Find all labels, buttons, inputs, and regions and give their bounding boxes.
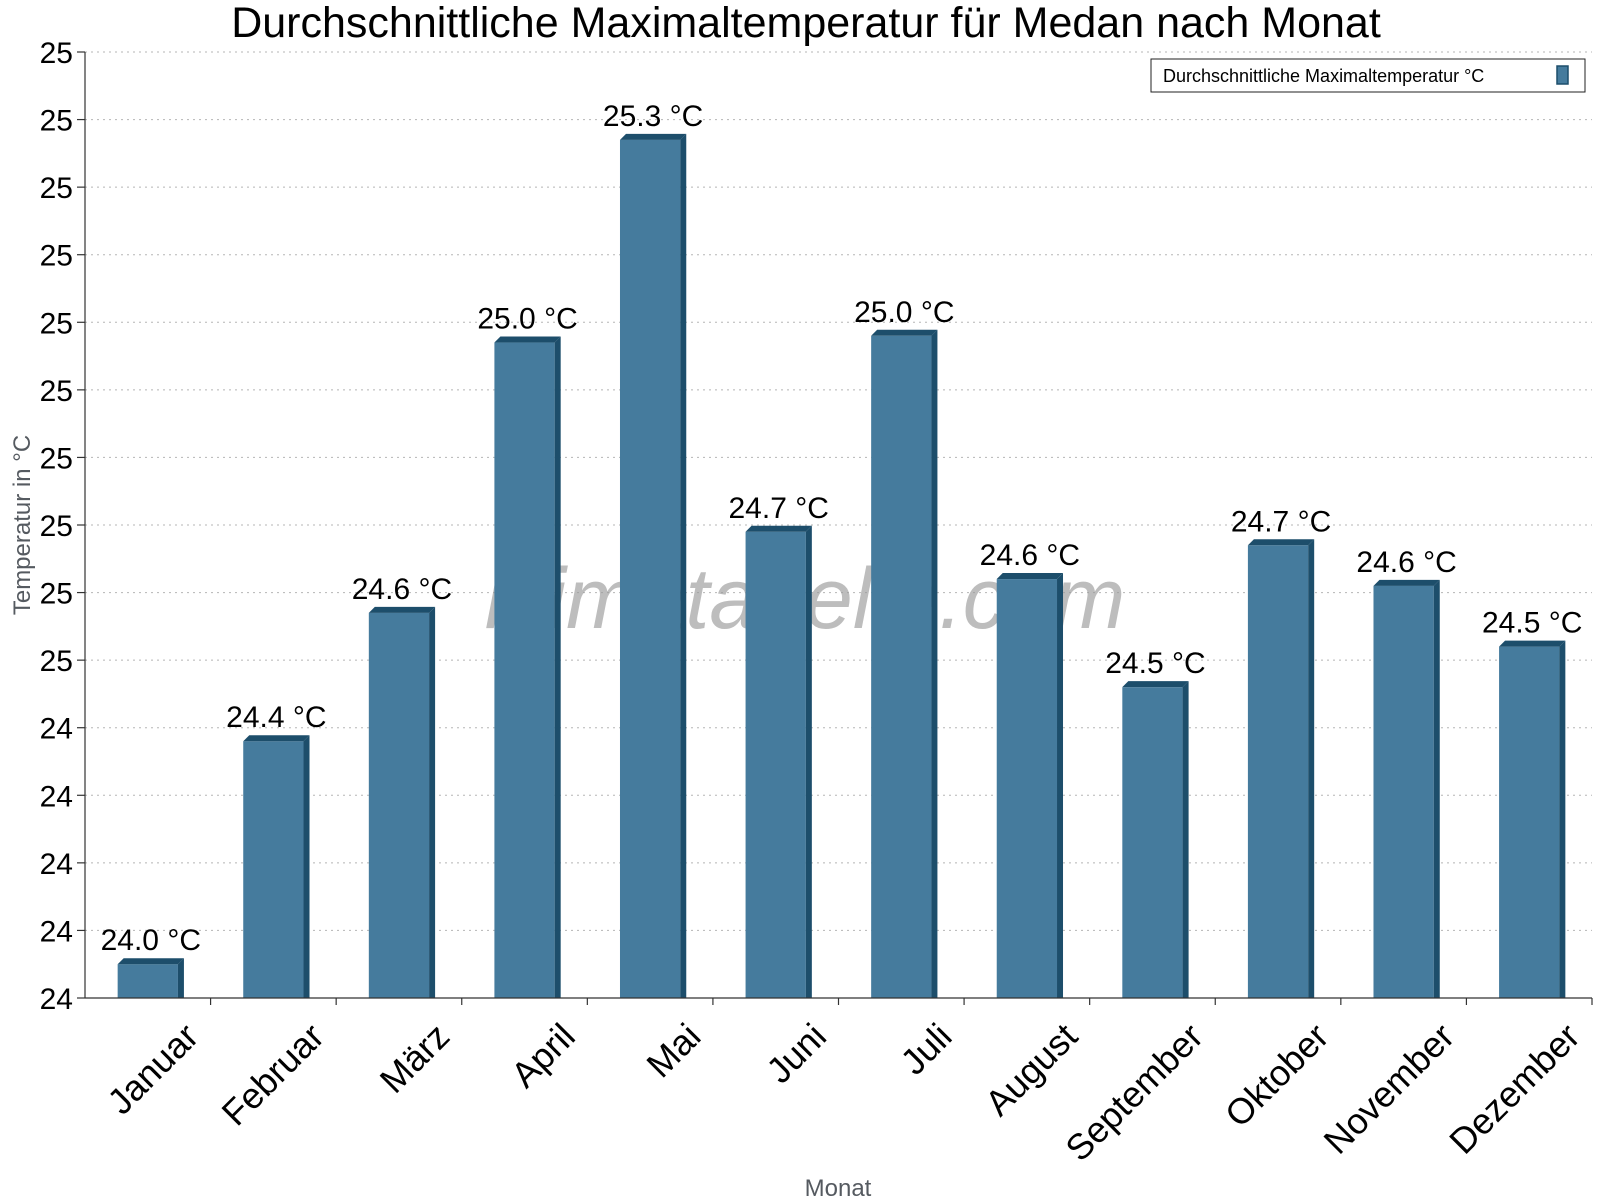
- bar-side: [1182, 681, 1189, 998]
- y-tick-label: 25: [40, 105, 73, 138]
- y-tick-label: 24: [40, 983, 73, 1016]
- bar-face: [745, 531, 806, 998]
- bar-face: [117, 964, 178, 998]
- y-tick-label: 24: [40, 848, 73, 881]
- bar: [368, 606, 436, 998]
- bar: [494, 336, 561, 998]
- data-label: 25.0 °C: [854, 296, 954, 329]
- bar-top: [368, 606, 436, 613]
- y-tick-label: 25: [40, 240, 73, 273]
- bar-side: [177, 958, 184, 998]
- x-tick-label: Oktober: [1217, 1015, 1337, 1135]
- bar-top: [996, 573, 1064, 580]
- bar-side: [805, 525, 812, 998]
- bar-side: [429, 606, 436, 998]
- x-axis-ticks: Januar Februar März April Mai Juni Juli AugustS…: [99, 998, 1593, 1169]
- grid-lines: [85, 51, 1592, 931]
- data-label: 24.7 °C: [1231, 505, 1331, 538]
- bar: [871, 329, 938, 998]
- y-tick-label: 25: [40, 578, 73, 611]
- bar-face: [243, 741, 304, 998]
- x-tick-label: Dezember: [1441, 1015, 1587, 1161]
- bar-face: [996, 579, 1058, 998]
- bar-side: [1308, 539, 1315, 998]
- bar-side: [1559, 640, 1566, 998]
- x-tick-label: November: [1316, 1015, 1462, 1161]
- bar-side: [1057, 573, 1064, 998]
- bar: [1499, 640, 1566, 998]
- legend-swatch: [1556, 65, 1569, 85]
- bar-side: [680, 133, 687, 999]
- data-label: 24.6 °C: [352, 573, 452, 606]
- x-axis-label: Monat: [805, 1175, 872, 1200]
- data-label: 25.3 °C: [603, 100, 703, 133]
- bar-series: [117, 133, 1566, 999]
- x-tick-label: Januar: [99, 1015, 206, 1122]
- bar-side: [931, 329, 938, 998]
- bar-top: [871, 329, 938, 336]
- y-tick-label: 25: [40, 37, 73, 70]
- bar-top: [1247, 539, 1315, 546]
- y-tick-label: 24: [40, 713, 73, 746]
- x-tick-label: August: [977, 1015, 1085, 1123]
- bar: [996, 573, 1064, 998]
- bar-top: [494, 336, 561, 343]
- bar-face: [1247, 545, 1309, 998]
- bar-face: [1373, 585, 1434, 998]
- data-label: 24.5 °C: [1105, 647, 1205, 680]
- bar-side: [554, 336, 561, 998]
- bar-top: [1122, 681, 1189, 688]
- bar-top: [117, 958, 184, 965]
- bar-top: [1499, 640, 1566, 647]
- bar: [1373, 579, 1440, 998]
- data-label: 24.6 °C: [1356, 546, 1456, 579]
- data-label: 24.0 °C: [101, 924, 201, 957]
- y-tick-label: 25: [40, 375, 73, 408]
- bar: [1247, 539, 1315, 998]
- x-tick-label: Juli: [892, 1015, 959, 1082]
- y-tick-label: 24: [40, 780, 73, 813]
- bar-side: [303, 735, 310, 998]
- bar: [243, 735, 310, 998]
- y-tick-label: 25: [40, 442, 73, 475]
- bar-top: [1373, 579, 1440, 586]
- x-tick-label: Februar: [214, 1015, 332, 1133]
- y-axis-ticks: 24 24 24 24 24 25 25 25 25 25 25 25 25 25 25: [40, 37, 85, 1016]
- x-tick-label: Mai: [638, 1015, 708, 1085]
- x-tick-label: April: [503, 1015, 583, 1095]
- bar-face: [368, 612, 430, 998]
- bar-face: [619, 139, 681, 999]
- bar: [117, 958, 184, 998]
- bar-top: [745, 525, 812, 532]
- y-axis-label: Temperatur in °C: [9, 435, 36, 615]
- legend: Durchschnittliche Maximaltemperatur °C: [1150, 58, 1586, 93]
- data-label: 25.0 °C: [477, 303, 577, 336]
- bar: [1122, 681, 1189, 998]
- bar-face: [871, 335, 932, 998]
- bar: [619, 133, 687, 999]
- bar-top: [243, 735, 310, 742]
- y-tick-label: 25: [40, 307, 73, 340]
- x-tick-label: März: [372, 1015, 458, 1101]
- bar-face: [1499, 646, 1560, 998]
- bar-top: [619, 133, 687, 140]
- y-tick-label: 24: [40, 915, 73, 948]
- y-tick-label: 25: [40, 172, 73, 205]
- x-tick-label: Juni: [758, 1015, 834, 1091]
- data-label: 24.5 °C: [1482, 607, 1582, 640]
- bar-face: [1122, 687, 1183, 998]
- bar-side: [1433, 579, 1440, 998]
- bar-face: [494, 342, 555, 998]
- data-label: 24.7 °C: [729, 492, 829, 525]
- x-tick-label: September: [1057, 1015, 1211, 1169]
- y-tick-label: 25: [40, 510, 73, 543]
- y-tick-label: 25: [40, 645, 73, 678]
- data-label: 24.6 °C: [980, 539, 1080, 572]
- bar: [745, 525, 812, 998]
- legend-entry-label: Durchschnittliche Maximaltemperatur °C: [1163, 66, 1484, 86]
- data-label: 24.4 °C: [226, 701, 326, 734]
- data-labels: 24.0 °C 24.4 °C 24.6 °C 25.0 °C 25.3 °C 24.7 …: [101, 100, 1583, 957]
- chart-title: Durchschnittliche Maximaltemperatur für …: [231, 0, 1381, 47]
